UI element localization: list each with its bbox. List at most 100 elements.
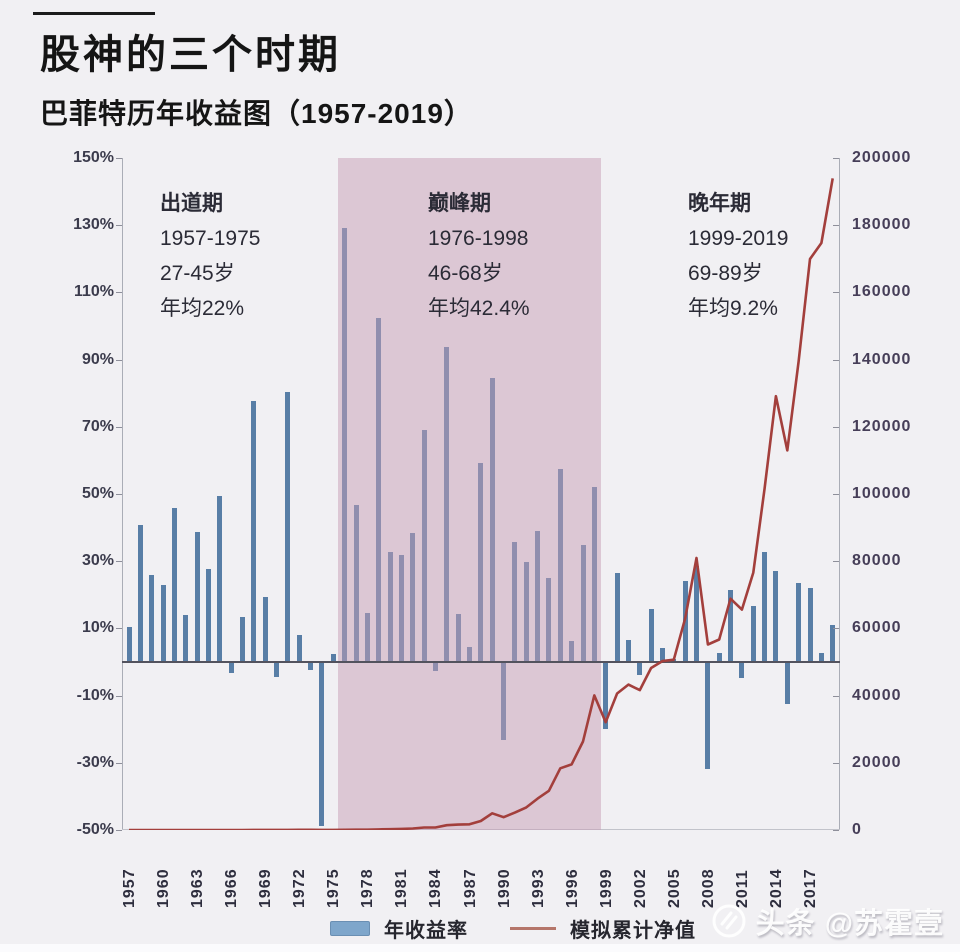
right-axis-tick xyxy=(833,561,839,563)
right-axis-labels: 200000 180000 160000 140000 120000 100000 8000… xyxy=(852,149,952,838)
x-axis-tick-label: 1957 xyxy=(121,868,138,908)
return-bar-2013 xyxy=(762,552,768,662)
left-axis-tick xyxy=(116,628,122,630)
return-bar-1965 xyxy=(217,495,223,662)
left-axis-tick xyxy=(116,830,122,831)
return-bar-2000 xyxy=(614,572,620,662)
right-axis-tick-label: 0 xyxy=(852,821,862,838)
x-axis-tick-label: 2002 xyxy=(631,868,649,908)
return-bar-1962 xyxy=(183,615,189,662)
right-axis-tick-label: 60000 xyxy=(852,619,902,637)
x-axis-tick-label: 1981 xyxy=(393,868,411,908)
peak-period-highlight xyxy=(338,158,601,830)
period-years: 1976-1998 xyxy=(428,227,529,250)
return-bar-2008 xyxy=(705,662,711,769)
return-bar-1967 xyxy=(240,617,245,662)
return-bar-1957 xyxy=(126,627,132,662)
return-bar-2012 xyxy=(750,605,756,662)
x-axis-tick-label: 1984 xyxy=(427,868,445,908)
return-bar-2019 xyxy=(830,625,836,662)
plot-area xyxy=(116,158,840,831)
x-axis-tick-label: 1993 xyxy=(529,868,547,908)
return-bar-2010 xyxy=(728,590,734,662)
period-ages: 46-68岁 xyxy=(428,262,503,285)
return-bar-1963 xyxy=(194,531,200,662)
right-axis-tick xyxy=(833,292,839,294)
left-axis-line xyxy=(122,158,123,830)
right-axis-tick-label: 20000 xyxy=(852,753,902,771)
x-axis-tick-label: 1978 xyxy=(359,868,377,908)
return-bar-1969 xyxy=(262,596,268,662)
x-axis-tick-label: 1969 xyxy=(257,868,275,908)
legend-bar-label: 年收益率 xyxy=(384,920,468,942)
left-axis-tick xyxy=(116,292,122,294)
left-axis-tick xyxy=(116,695,122,697)
page-subtitle: 巴菲特历年收益图（1957-2019） xyxy=(40,98,473,129)
bottom-strip xyxy=(0,944,960,952)
return-bar-1971 xyxy=(285,391,291,662)
return-bar-2002 xyxy=(637,662,643,675)
left-axis-tick-label: 150% xyxy=(73,149,114,166)
x-axis-tick-label: 1972 xyxy=(291,868,309,908)
right-axis-tick xyxy=(833,225,839,227)
return-bar-2015 xyxy=(784,662,790,704)
left-axis-tick-label: -10% xyxy=(76,686,114,704)
return-bar-2018 xyxy=(818,652,824,662)
right-axis-tick-label: 140000 xyxy=(852,350,912,368)
left-axis-tick-label: 30% xyxy=(81,552,114,570)
right-axis-tick xyxy=(833,359,839,361)
x-axis-tick-label: 1975 xyxy=(325,868,343,908)
toutiao-logo-icon xyxy=(712,904,746,938)
left-axis-tick-label: 70% xyxy=(81,417,114,435)
left-axis-tick-label: 50% xyxy=(81,485,114,502)
return-bar-2011 xyxy=(739,662,745,678)
period-years: 1957-1975 xyxy=(160,227,261,250)
right-axis-line xyxy=(839,158,840,830)
period-annotation-debut: 出道期 1957-1975 27-45岁 年均22% xyxy=(160,186,260,326)
right-axis-tick-label: 160000 xyxy=(852,283,912,301)
zero-baseline xyxy=(122,661,840,663)
return-bar-1958 xyxy=(137,524,143,662)
return-bar-1968 xyxy=(251,400,257,662)
x-axis-tick-label: 1999 xyxy=(597,868,615,908)
left-axis-tick xyxy=(116,225,122,227)
x-axis-tick-label: 1966 xyxy=(223,868,241,908)
period-average-return: 年均9.2% xyxy=(688,297,778,320)
period-ages: 27-45岁 xyxy=(160,262,235,285)
right-axis-tick-label: 40000 xyxy=(852,686,902,704)
return-bar-2001 xyxy=(625,640,631,662)
return-bar-2014 xyxy=(773,571,779,662)
left-axis-tick-label: 130% xyxy=(73,216,114,234)
right-axis-tick-label: 200000 xyxy=(852,149,912,166)
right-axis-tick xyxy=(833,426,839,428)
page-title: 股神的三个时期 xyxy=(40,33,341,77)
return-bar-1959 xyxy=(149,574,155,662)
left-axis-tick xyxy=(116,494,122,495)
return-bar-1975 xyxy=(330,653,336,662)
right-axis-tick-label: 180000 xyxy=(852,216,912,234)
x-axis-tick-label: 2005 xyxy=(665,868,683,908)
return-bar-1961 xyxy=(171,507,177,662)
period-annotation-late: 晚年期 1999-2019 69-89岁 年均9.2% xyxy=(688,186,788,326)
left-axis-tick-label: 10% xyxy=(81,619,114,637)
return-bar-2003 xyxy=(648,608,654,662)
period-name: 晚年期 xyxy=(688,192,751,215)
left-axis-tick xyxy=(116,762,122,764)
x-axis-tick-label: 1960 xyxy=(155,868,173,908)
period-average-return: 年均22% xyxy=(160,297,245,320)
return-bar-2016 xyxy=(796,583,802,662)
right-axis-tick xyxy=(833,695,839,697)
return-bar-1999 xyxy=(603,662,609,729)
right-axis-tick-label: 100000 xyxy=(852,485,912,502)
period-name: 出道期 xyxy=(160,192,223,215)
return-bar-1974 xyxy=(319,662,325,826)
period-ages: 69-89岁 xyxy=(688,262,763,285)
left-axis-tick xyxy=(116,158,122,159)
left-axis-labels: 150% 130% 110% 90% 70% 50% 30% 10% -10% -30% -50% xyxy=(0,149,114,838)
watermark-text: 头条 @苏霍壹 xyxy=(755,908,944,940)
x-axis-tick-label: 1963 xyxy=(189,868,207,908)
right-axis-tick-label: 80000 xyxy=(852,552,902,570)
left-axis-tick xyxy=(116,561,122,563)
right-axis-tick xyxy=(833,494,839,495)
title-accent-line xyxy=(33,12,155,15)
